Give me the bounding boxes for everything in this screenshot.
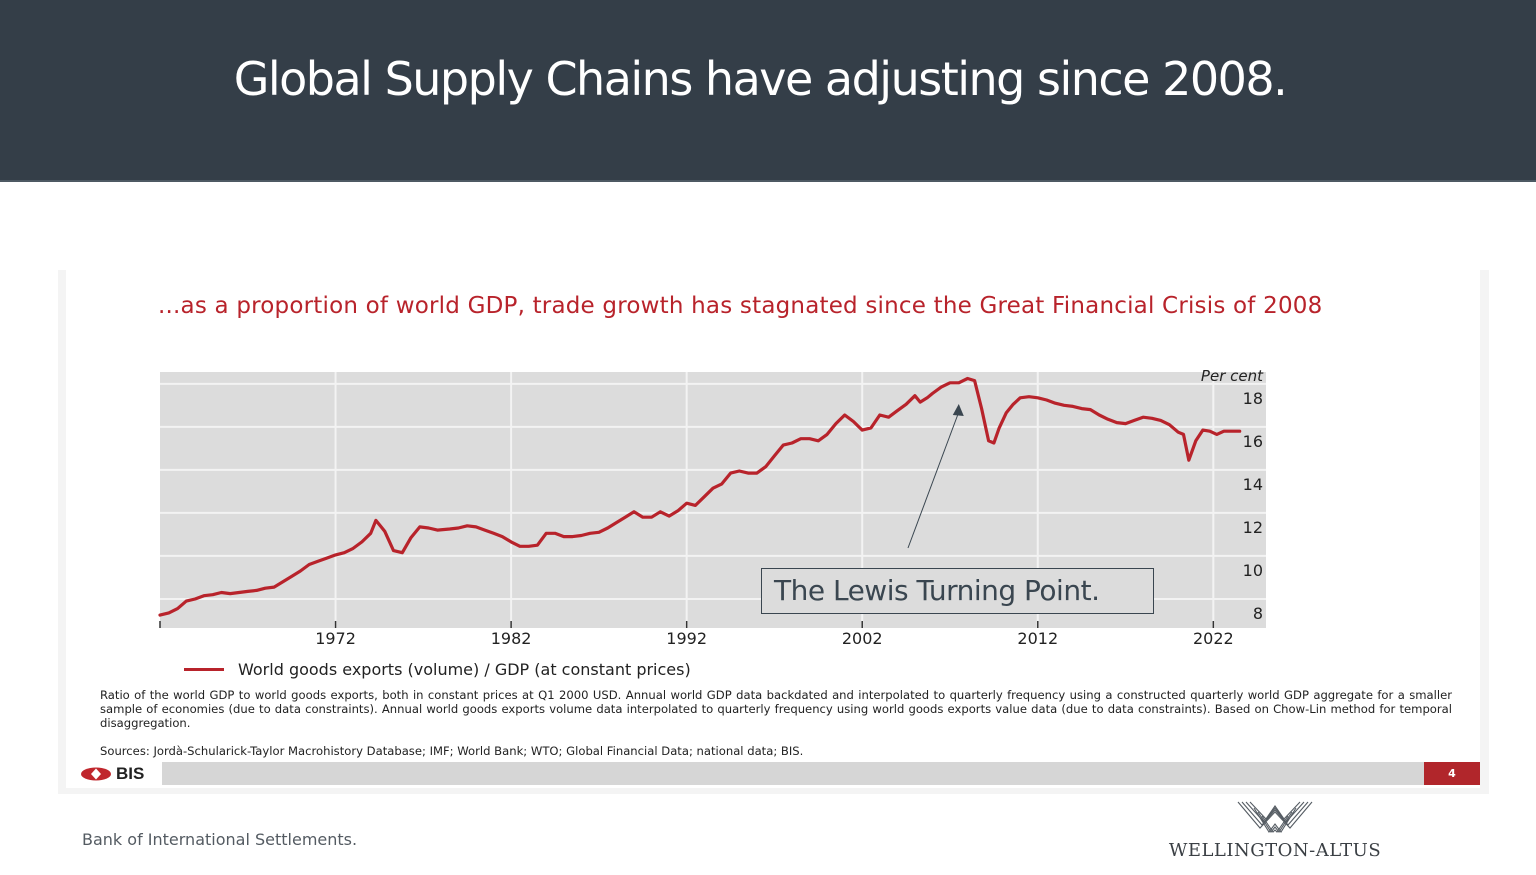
chart-notes: Ratio of the world GDP to world goods ex… — [100, 688, 1452, 730]
x-tick-label: 2022 — [1193, 629, 1234, 648]
series-layer — [158, 376, 1242, 617]
annotation-text: The Lewis Turning Point. — [774, 574, 1100, 607]
chart-title: ...as a proportion of world GDP, trade g… — [158, 293, 1323, 319]
x-tick-label: 2002 — [842, 629, 883, 648]
y-axis-unit-label: Per cent — [1201, 367, 1264, 385]
annotation-arrowhead — [952, 404, 964, 416]
source-caption: Bank of International Settlements. — [82, 830, 358, 849]
legend-label: World goods exports (volume) / GDP (at c… — [238, 659, 691, 679]
x-tick-label: 1982 — [491, 629, 532, 648]
y-tick-label: 8 — [1253, 604, 1263, 623]
slide-title: Global Supply Chains have adjusting sinc… — [233, 52, 1288, 106]
page-number-badge: 4 — [1424, 762, 1480, 785]
annotation-box: The Lewis Turning Point. — [761, 568, 1154, 614]
y-tick-label: 16 — [1243, 432, 1263, 451]
slide-header: Global Supply Chains have adjusting sinc… — [0, 0, 1536, 182]
y-tick-label: 12 — [1243, 518, 1263, 537]
chart-legend: World goods exports (volume) / GDP (at c… — [184, 657, 691, 681]
chart-sources: Sources: Jordà-Schularick-Taylor Macrohi… — [100, 744, 804, 758]
x-tick-label: 2012 — [1017, 629, 1058, 648]
bis-logo-text: BIS — [116, 764, 145, 783]
y-tick-label: 10 — [1243, 561, 1263, 580]
annotation-arrow-line — [907, 411, 960, 549]
brand-name: WELLINGTON-ALTUS — [1168, 840, 1382, 861]
legend-swatch — [184, 667, 224, 671]
bis-logo: BIS — [80, 764, 144, 784]
wellington-altus-logo-icon — [1237, 801, 1313, 833]
slide-footer-bar — [162, 762, 1424, 785]
gridlines — [160, 372, 1266, 628]
axis-ticks: 8 10 12 14 16 18 1972 1982 1992 2002 2012 2022 — [159, 389, 1263, 648]
x-tick-label: 1972 — [315, 629, 356, 648]
series-line — [158, 376, 1242, 617]
annotation-arrow — [907, 404, 964, 549]
y-tick-label: 18 — [1243, 389, 1263, 408]
x-tick-label: 1992 — [666, 629, 707, 648]
y-tick-label: 14 — [1243, 475, 1263, 494]
bis-emblem-icon — [81, 767, 111, 781]
